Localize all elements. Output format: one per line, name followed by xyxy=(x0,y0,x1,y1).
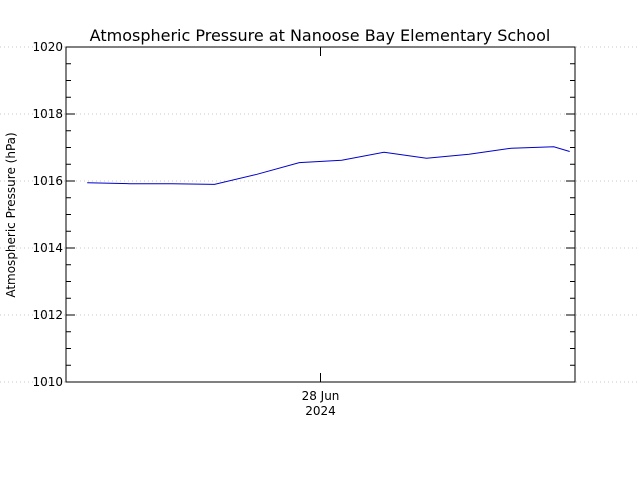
y-tick-label: 1018 xyxy=(32,107,63,121)
series-line-pressure xyxy=(87,146,570,185)
y-axis-label: Atmospheric Pressure (hPa) xyxy=(4,132,18,297)
y-tick-label: 1014 xyxy=(32,241,63,255)
grid-lines xyxy=(0,46,640,383)
x-tick-label-year: 2024 xyxy=(305,404,336,418)
y-tick-label: 1020 xyxy=(32,40,63,54)
plot-frame xyxy=(65,46,576,383)
y-tick-label: 1012 xyxy=(32,308,63,322)
y-axis-ticks: 1010 1012 1014 1016 1018 1020 xyxy=(32,40,575,389)
chart-title: Atmospheric Pressure at Nanoose Bay Elem… xyxy=(90,26,551,45)
y-tick-label: 1016 xyxy=(32,174,63,188)
y-tick-label: 1010 xyxy=(32,375,63,389)
x-tick-label-date: 28 Jun xyxy=(302,389,340,403)
